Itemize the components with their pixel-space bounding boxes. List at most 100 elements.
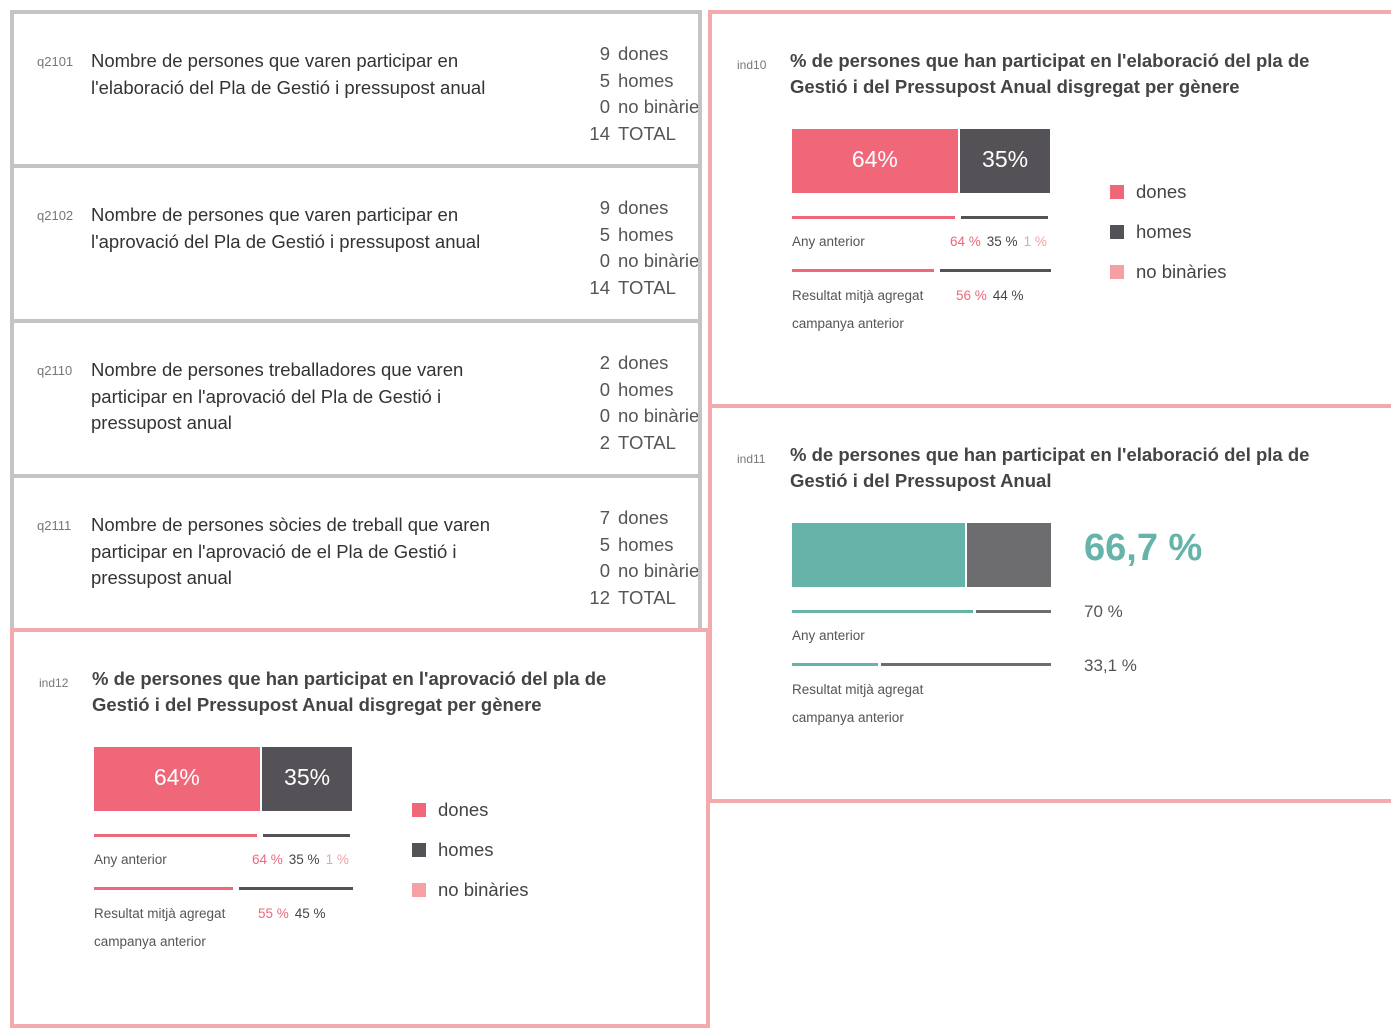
question-code: q2102 bbox=[37, 208, 74, 223]
comparison-value: 35 % bbox=[288, 852, 320, 867]
bar-segment: 35% bbox=[261, 747, 353, 811]
legend-label: homes bbox=[438, 839, 494, 860]
caption: Any anterior bbox=[792, 234, 865, 249]
indicator-panel: ind11 % de persones que han participat en… bbox=[708, 404, 1391, 803]
comparison-line bbox=[239, 887, 353, 890]
legend-swatch bbox=[1110, 225, 1124, 239]
count-label: homes bbox=[618, 533, 674, 555]
indicator-title: % de persones que han participat en l'ap… bbox=[92, 668, 607, 715]
comparison-value: 1 % bbox=[1023, 234, 1047, 249]
comparison-line bbox=[94, 887, 234, 890]
indicator-title: % de persones que han participat en l'el… bbox=[790, 50, 1310, 97]
count-value: 14 bbox=[589, 276, 610, 298]
comparison-line bbox=[94, 834, 257, 837]
caption: Resultat mitjà agregat campanya anterior bbox=[94, 906, 226, 949]
comparison-value: 1 % bbox=[325, 852, 349, 867]
caption: Resultat mitjà agregat campanya anterior bbox=[792, 288, 924, 331]
comparison-value: 64 % bbox=[950, 234, 981, 249]
count-value: 0 bbox=[599, 378, 610, 400]
question-text: Nombre de persones sòcies de treball que… bbox=[91, 514, 491, 588]
bar-segment: 64% bbox=[94, 747, 260, 811]
count-value: 7 bbox=[599, 507, 610, 528]
legend-swatch bbox=[412, 843, 426, 857]
count-label: homes bbox=[618, 223, 674, 245]
comparison-line bbox=[792, 610, 977, 613]
question-panel: q2101 Nombre de persones que varen partic… bbox=[10, 10, 702, 170]
indicator-code: ind11 bbox=[737, 452, 766, 466]
bar-label: 64% bbox=[851, 146, 898, 172]
comparison-value: 33,1 % bbox=[1084, 656, 1137, 675]
comparison-value: 44 % bbox=[992, 288, 1024, 303]
legend-label: dones bbox=[1136, 181, 1187, 202]
caption: Any anterior bbox=[792, 628, 865, 643]
count-label: no binàries bbox=[618, 405, 702, 426]
caption: Resultat mitjà agregat campanya anterior bbox=[792, 682, 924, 725]
count-value: 0 bbox=[599, 405, 610, 426]
count-value: 5 bbox=[599, 69, 610, 91]
count-label: dones bbox=[618, 507, 669, 528]
comparison-value: 55 % bbox=[258, 906, 289, 921]
legend-swatch bbox=[412, 883, 426, 897]
indicator-code: ind10 bbox=[737, 58, 767, 72]
count-label: TOTAL bbox=[618, 586, 676, 608]
question-text: Nombre de persones que varen participar … bbox=[91, 50, 486, 98]
question-code: q2111 bbox=[37, 518, 72, 533]
count-label: no binàries bbox=[618, 250, 702, 271]
question-panel: q2111 Nombre de persones sòcies de trebal… bbox=[10, 474, 702, 634]
comparison-line bbox=[792, 216, 955, 219]
count-value: 0 bbox=[599, 250, 610, 271]
bar-segment bbox=[792, 523, 967, 587]
question-code: q2101 bbox=[37, 54, 74, 69]
comparison-line bbox=[792, 269, 935, 272]
count-label: TOTAL bbox=[618, 431, 676, 453]
count-label: dones bbox=[618, 352, 669, 373]
bar-segment: 64% bbox=[792, 129, 958, 193]
count-value: 0 bbox=[599, 560, 610, 581]
count-value: 9 bbox=[599, 43, 610, 64]
bar-label: 35% bbox=[982, 146, 1029, 172]
indicator-panel: ind10 % de persones que han participat en… bbox=[708, 10, 1391, 408]
bar-label: 64% bbox=[153, 764, 200, 790]
question-panel: q2102 Nombre de persones que varen partic… bbox=[10, 164, 702, 324]
question-text: Nombre de persones que varen participar … bbox=[91, 204, 481, 252]
comparison-value: 45 % bbox=[294, 906, 326, 921]
comparison-line bbox=[940, 269, 1051, 272]
question-panel: q2110 Nombre de persones treballadores qu… bbox=[10, 319, 702, 479]
count-value: 12 bbox=[589, 586, 610, 608]
indicator-title: % de persones que han participat en l'el… bbox=[790, 444, 1310, 491]
count-value: 0 bbox=[599, 96, 610, 117]
count-label: no binàries bbox=[618, 560, 702, 581]
count-label: dones bbox=[618, 197, 669, 218]
count-label: homes bbox=[618, 69, 674, 91]
caption: Any anterior bbox=[94, 852, 167, 867]
bar-segment: 35% bbox=[959, 129, 1051, 193]
legend-swatch bbox=[1110, 265, 1124, 279]
comparison-track bbox=[792, 663, 1051, 666]
comparison-value: 64 % bbox=[252, 852, 283, 867]
comparison-value: 35 % bbox=[986, 234, 1018, 249]
count-value: 5 bbox=[599, 533, 610, 555]
bar-label: 35% bbox=[284, 764, 331, 790]
legend-label: homes bbox=[1136, 221, 1192, 242]
legend-swatch bbox=[1110, 185, 1124, 199]
comparison-value: 56 % bbox=[956, 288, 987, 303]
count-label: dones bbox=[618, 43, 669, 64]
comparison-line bbox=[960, 216, 1049, 219]
question-code: q2110 bbox=[37, 363, 73, 378]
comparison-value: 70 % bbox=[1084, 602, 1123, 621]
count-label: TOTAL bbox=[618, 276, 676, 298]
count-value: 2 bbox=[599, 431, 610, 453]
legend-label: no binàries bbox=[438, 879, 529, 900]
question-text: Nombre de persones treballadores que var… bbox=[91, 359, 464, 433]
count-value: 2 bbox=[599, 352, 610, 373]
indicator-panel: ind12 % de persones que han participat en… bbox=[10, 628, 710, 1028]
count-label: no binàries bbox=[618, 96, 702, 117]
comparison-line bbox=[262, 834, 351, 837]
count-value: 5 bbox=[599, 223, 610, 245]
count-label: TOTAL bbox=[618, 122, 676, 144]
legend-label: no binàries bbox=[1136, 261, 1227, 282]
legend-swatch bbox=[412, 803, 426, 817]
count-value: 9 bbox=[599, 197, 610, 218]
count-label: homes bbox=[618, 378, 674, 400]
